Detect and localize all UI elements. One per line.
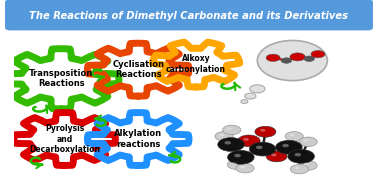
- Text: Transposition
Reactions: Transposition Reactions: [29, 69, 93, 88]
- Text: Pyrolysis
and
Decarboxylation: Pyrolysis and Decarboxylation: [29, 124, 100, 154]
- Circle shape: [276, 140, 302, 154]
- Ellipse shape: [257, 40, 327, 81]
- Circle shape: [299, 161, 317, 170]
- Circle shape: [240, 166, 245, 168]
- Circle shape: [249, 142, 276, 156]
- Circle shape: [234, 154, 241, 157]
- Circle shape: [256, 146, 263, 149]
- Circle shape: [288, 149, 314, 163]
- Text: Alkoxy
carbonylation: Alkoxy carbonylation: [166, 54, 226, 74]
- Circle shape: [266, 151, 287, 162]
- Circle shape: [225, 141, 231, 145]
- Circle shape: [243, 138, 249, 141]
- Circle shape: [281, 58, 292, 63]
- Circle shape: [299, 137, 317, 146]
- Circle shape: [245, 93, 256, 99]
- Circle shape: [290, 53, 305, 61]
- Circle shape: [228, 150, 254, 164]
- FancyBboxPatch shape: [5, 0, 373, 30]
- Circle shape: [295, 167, 299, 169]
- Circle shape: [290, 164, 308, 174]
- Circle shape: [236, 163, 254, 173]
- Circle shape: [290, 134, 294, 136]
- Text: Cyclisation
Reactions: Cyclisation Reactions: [112, 60, 164, 79]
- Circle shape: [255, 126, 276, 137]
- Circle shape: [294, 153, 301, 156]
- Circle shape: [304, 139, 308, 142]
- Circle shape: [223, 125, 241, 135]
- Circle shape: [260, 129, 265, 132]
- Circle shape: [232, 162, 236, 165]
- Circle shape: [249, 85, 265, 93]
- Circle shape: [304, 56, 314, 61]
- Circle shape: [218, 138, 244, 151]
- Text: The Reactions of Dimethyl Carbonate and its Derivatives: The Reactions of Dimethyl Carbonate and …: [29, 11, 349, 21]
- Circle shape: [282, 144, 289, 147]
- Circle shape: [220, 134, 224, 136]
- Circle shape: [215, 132, 233, 141]
- Text: Alkylation
reactions: Alkylation reactions: [114, 129, 162, 149]
- Circle shape: [304, 163, 308, 166]
- Circle shape: [271, 154, 277, 156]
- Circle shape: [266, 54, 280, 61]
- Circle shape: [285, 132, 303, 141]
- Circle shape: [241, 100, 248, 103]
- Circle shape: [227, 128, 232, 130]
- Circle shape: [227, 160, 245, 169]
- Circle shape: [311, 50, 325, 58]
- Circle shape: [238, 135, 260, 147]
